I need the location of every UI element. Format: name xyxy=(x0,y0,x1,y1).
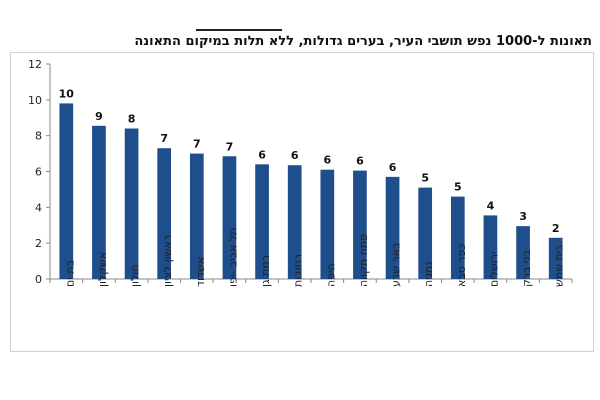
data-label: 7 xyxy=(160,132,168,145)
bar xyxy=(483,215,498,279)
category-label: פתח תקווה xyxy=(357,234,370,287)
y-tick-label: 4 xyxy=(35,201,42,214)
bar xyxy=(255,164,269,279)
data-label: 5 xyxy=(454,181,462,194)
data-label: 10 xyxy=(59,87,75,100)
bar xyxy=(320,169,335,279)
y-tick-label: 8 xyxy=(35,130,42,143)
data-label: 2 xyxy=(552,222,560,235)
data-label: 4 xyxy=(487,199,495,212)
bar xyxy=(124,128,139,279)
bar xyxy=(222,156,237,279)
bar xyxy=(516,226,530,279)
bar xyxy=(189,153,204,279)
bar xyxy=(548,237,563,279)
category-label: תל אביב -יפו xyxy=(226,228,239,287)
data-label: 7 xyxy=(193,138,201,151)
category-label: בית שמש xyxy=(553,244,566,287)
category-label: רמת גן xyxy=(259,255,272,287)
category-label: חיפה xyxy=(324,263,337,287)
category-label: בני ברק xyxy=(520,250,533,287)
data-label: 7 xyxy=(226,140,234,153)
data-label: 8 xyxy=(128,113,136,126)
data-label: 6 xyxy=(356,155,364,168)
data-label: 3 xyxy=(519,210,527,223)
category-label: ראשון לציון xyxy=(161,235,174,287)
data-label: 9 xyxy=(95,110,103,123)
bar xyxy=(450,196,465,279)
data-label: 6 xyxy=(258,148,266,161)
y-tick-label: 10 xyxy=(28,94,42,107)
category-label: אשדוד xyxy=(194,257,207,287)
category-label: ירושלים xyxy=(487,252,500,287)
data-label: 6 xyxy=(323,154,331,167)
data-label: 5 xyxy=(421,172,429,185)
category-label: כפר סבא xyxy=(455,244,468,287)
y-tick-label: 0 xyxy=(35,273,42,286)
chart-category-labels: בת ים אשקלון חולון ראשון לציון אשדוד תל אביב … xyxy=(63,228,565,287)
bar xyxy=(59,103,74,280)
bar xyxy=(287,165,302,279)
bar xyxy=(157,148,172,279)
category-label: בת ים xyxy=(63,260,76,287)
bar xyxy=(92,125,106,279)
data-label: 6 xyxy=(389,161,397,174)
bar xyxy=(418,187,433,279)
title-rule xyxy=(196,29,282,31)
chart-title: תאונות ל-1000 נפש תושבי העיר, בערים גדול… xyxy=(134,34,592,49)
bar xyxy=(353,170,367,279)
chart-frame xyxy=(10,52,594,352)
bar xyxy=(385,176,400,279)
category-label: אשקלון xyxy=(96,252,109,287)
chart-data-labels: 10 9 8 7 7 7 6 6 6 6 6 5 5 4 3 2 xyxy=(59,87,560,234)
data-label: 6 xyxy=(291,149,299,162)
y-tick-label: 6 xyxy=(35,166,42,179)
chart-bars xyxy=(59,103,563,280)
category-label: נתניה xyxy=(422,261,435,287)
category-label: באר שבע xyxy=(390,243,403,287)
category-label: חולון xyxy=(129,265,142,287)
category-label: רחובות xyxy=(292,254,305,287)
y-tick-label: 2 xyxy=(35,237,42,250)
y-tick-label: 12 xyxy=(28,58,42,71)
